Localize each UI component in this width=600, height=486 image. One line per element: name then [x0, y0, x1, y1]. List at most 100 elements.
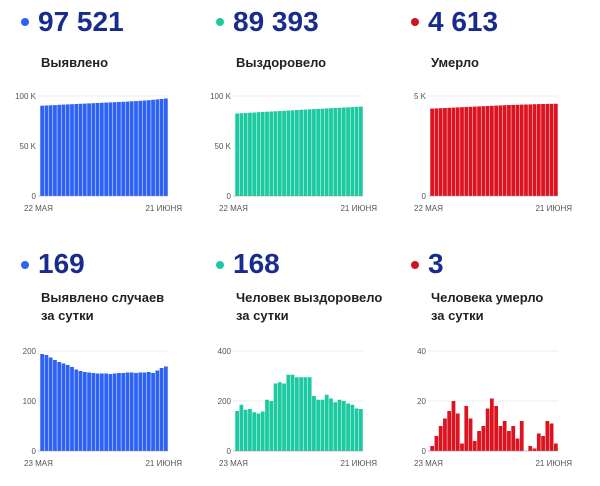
bar — [286, 374, 291, 451]
bar — [44, 105, 49, 196]
bar — [455, 413, 460, 451]
bar — [294, 377, 299, 451]
bar — [430, 108, 435, 196]
bar — [243, 409, 248, 451]
bar — [519, 421, 524, 451]
x-tick-label-end: 21 ИЮНЯ — [145, 204, 182, 213]
bar — [541, 436, 545, 451]
bar — [44, 355, 49, 451]
bar — [121, 101, 126, 196]
x-tick-label-end: 21 ИЮНЯ — [145, 459, 182, 468]
bar — [528, 446, 533, 451]
bar — [155, 99, 160, 196]
bar — [125, 101, 130, 196]
bar — [256, 413, 261, 451]
green-dot-icon — [216, 261, 224, 269]
red-dot-icon — [411, 261, 419, 269]
bar — [553, 443, 558, 451]
bar — [74, 369, 79, 451]
bar — [235, 411, 240, 451]
bar — [329, 398, 333, 451]
bar — [108, 374, 113, 451]
bar — [553, 103, 558, 196]
bar — [273, 383, 278, 451]
bar — [290, 110, 295, 196]
bar — [489, 105, 494, 196]
bar — [138, 372, 143, 451]
bar — [248, 409, 252, 451]
bar — [443, 418, 447, 451]
bar — [108, 102, 113, 196]
bar — [320, 108, 325, 196]
bar — [299, 109, 304, 196]
bar — [65, 365, 70, 451]
bar — [541, 104, 545, 196]
died-daily-chart: 40 20 0 23 МАЯ 21 ИЮНЯ — [414, 347, 572, 468]
bar — [312, 396, 316, 451]
bar — [78, 371, 83, 451]
bar — [151, 373, 155, 451]
bar — [472, 106, 477, 196]
bar — [286, 110, 291, 196]
bar — [243, 113, 248, 196]
detected-daily-label-line1: Выявлено случаев — [41, 290, 165, 305]
bar — [142, 100, 147, 196]
card-detected-daily: 169 Выявлено случаев за сутки 200 100 0 23 … — [0, 245, 195, 485]
bar — [532, 104, 537, 196]
bar — [329, 108, 333, 196]
x-tick-label-end: 21 ИЮНЯ — [340, 459, 377, 468]
bar — [112, 102, 117, 196]
bar — [121, 373, 126, 451]
bar — [277, 111, 282, 196]
y-tick-label: 200 — [218, 397, 232, 406]
bar — [447, 411, 452, 451]
recovered-total-value: 89 393 — [233, 6, 319, 37]
bar — [95, 373, 100, 451]
bar — [494, 105, 499, 196]
bar — [430, 446, 435, 451]
bar — [549, 423, 554, 451]
bar — [341, 401, 346, 451]
bar — [498, 105, 503, 196]
bar — [316, 108, 321, 196]
bar — [434, 108, 439, 196]
bar — [163, 366, 168, 451]
y-tick-label: 100 K — [15, 92, 37, 101]
card-recovered-daily: 168 Человек выздоровело за сутки 400 200 0… — [195, 245, 390, 485]
bar — [460, 443, 464, 451]
bar — [61, 104, 66, 196]
bar — [155, 370, 160, 451]
y-tick-label: 200 — [23, 347, 37, 356]
bar — [481, 426, 486, 451]
bar — [350, 107, 355, 196]
recovered-daily-chart: 400 200 0 23 МАЯ 21 ИЮНЯ — [218, 347, 378, 468]
bar — [269, 401, 274, 451]
y-tick-label: 0 — [32, 447, 37, 456]
bar — [447, 107, 452, 196]
bar — [324, 108, 329, 196]
bar — [341, 107, 346, 196]
card-detected-total: 97 521 Выявлено 100 K 50 K 0 22 МАЯ 21 ИЮНЯ — [0, 0, 195, 240]
bar — [163, 98, 168, 196]
bar — [358, 106, 363, 196]
bar — [502, 105, 507, 196]
bar — [53, 360, 57, 451]
died-total-label: Умерло — [431, 55, 479, 70]
bar — [549, 103, 554, 196]
died-total-value: 4 613 — [428, 6, 499, 37]
bar — [265, 111, 269, 196]
bar — [438, 426, 443, 451]
y-tick-label: 0 — [227, 447, 232, 456]
bar — [159, 368, 164, 451]
bar — [498, 426, 503, 451]
bar — [252, 112, 257, 196]
x-tick-label-start: 22 МАЯ — [219, 204, 248, 213]
bar — [451, 401, 456, 451]
bar — [273, 111, 278, 196]
detected-daily-value: 169 — [38, 248, 85, 279]
bar — [294, 110, 299, 196]
bar — [443, 108, 447, 196]
bar — [307, 109, 312, 196]
bar — [324, 394, 329, 451]
bar — [333, 108, 338, 196]
